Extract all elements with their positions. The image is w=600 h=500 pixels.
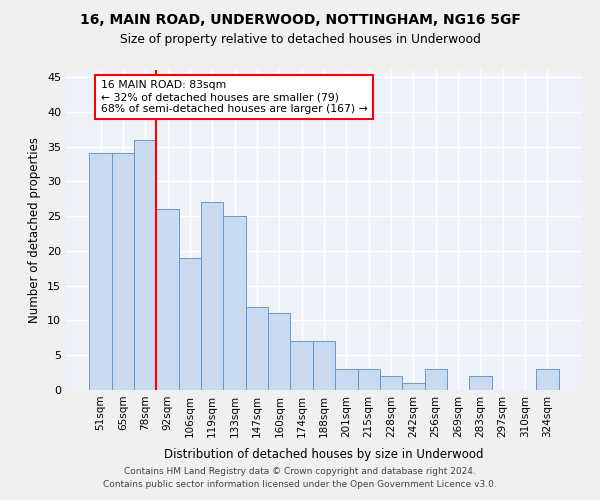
- Text: Contains HM Land Registry data © Crown copyright and database right 2024.: Contains HM Land Registry data © Crown c…: [124, 467, 476, 476]
- Bar: [536, 369, 559, 390]
- Bar: [223, 216, 246, 390]
- Text: 16, MAIN ROAD, UNDERWOOD, NOTTINGHAM, NG16 5GF: 16, MAIN ROAD, UNDERWOOD, NOTTINGHAM, NG…: [80, 12, 520, 26]
- Bar: [425, 369, 447, 390]
- Bar: [358, 369, 380, 390]
- Bar: [179, 258, 201, 390]
- Text: Contains public sector information licensed under the Open Government Licence v3: Contains public sector information licen…: [103, 480, 497, 489]
- X-axis label: Distribution of detached houses by size in Underwood: Distribution of detached houses by size …: [164, 448, 484, 461]
- Bar: [157, 209, 179, 390]
- Bar: [112, 154, 134, 390]
- Bar: [201, 202, 223, 390]
- Text: Size of property relative to detached houses in Underwood: Size of property relative to detached ho…: [119, 32, 481, 46]
- Text: 16 MAIN ROAD: 83sqm
← 32% of detached houses are smaller (79)
68% of semi-detach: 16 MAIN ROAD: 83sqm ← 32% of detached ho…: [101, 80, 368, 114]
- Bar: [134, 140, 157, 390]
- Bar: [246, 306, 268, 390]
- Bar: [268, 314, 290, 390]
- Bar: [469, 376, 491, 390]
- Bar: [89, 154, 112, 390]
- Bar: [402, 383, 425, 390]
- Bar: [290, 342, 313, 390]
- Bar: [313, 342, 335, 390]
- Y-axis label: Number of detached properties: Number of detached properties: [28, 137, 41, 323]
- Bar: [335, 369, 358, 390]
- Bar: [380, 376, 402, 390]
